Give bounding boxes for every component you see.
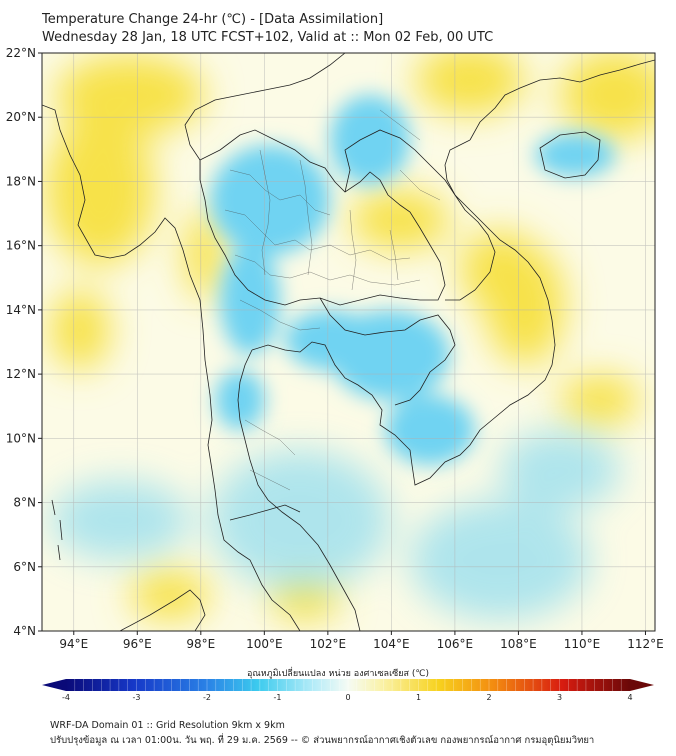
update-credit: ปรับปรุงข้อมูล ณ เวลา 01:00น. วัน พฤ. ที… [50,735,595,746]
cambodia-border [319,297,456,406]
malaysia-border [229,504,301,521]
lon-tick-label: 104°E [373,637,410,651]
colorbar-tick-label: -4 [62,693,70,702]
china-coast [469,59,655,141]
lon-tick-label: 108°E [500,637,537,651]
map-title: Temperature Change 24-hr (℃) - [Data Ass… [42,12,384,27]
thailand-border [199,129,446,306]
colorbar-tick-label: 0 [345,693,350,702]
lon-tick-label: 106°E [437,637,474,651]
lon-tick-label: 94°E [59,637,88,651]
colorbar: -4 -3 -2 -1 0 1 2 3 4 [42,679,654,702]
lon-tick-label: 112°E [627,637,664,651]
latitude-axis: 22°N 20°N 18°N 16°N 14°N 12°N 10°N 8°N 6°N 4°N [6,46,42,638]
gulf-of-thailand [251,139,556,486]
colorbar-min-arrow [42,679,66,691]
colorbar-labels: -4 -3 -2 -1 0 1 2 3 4 [62,693,633,702]
lat-tick-label: 10°N [6,431,36,445]
map-frame [41,52,656,632]
lat-tick-label: 4°N [13,624,36,638]
lon-tick-label: 100°E [246,637,283,651]
colorbar-title: อุณหภูมิเปลี่ยนแปลง หน่วย องศาเซลเซียส (… [246,669,430,679]
coastlines-borders [42,53,655,631]
temperature-field [42,53,655,631]
longitude-axis: 94°E 96°E 98°E 100°E 102°E 104°E 106°E 108°E 110… [59,631,664,651]
colorbar-ticks [74,679,622,691]
myanmar-coast [42,104,216,491]
lat-tick-label: 16°N [6,239,36,253]
colorbar-tick-label: 3 [557,693,562,702]
light-cool-areas [50,430,620,620]
lat-tick-label: 6°N [13,560,36,574]
colorbar-tick-label: -1 [274,693,282,702]
lon-tick-label: 110°E [564,637,601,651]
lat-tick-label: 8°N [13,496,36,510]
graticule [42,53,655,631]
province-boundaries [224,109,441,491]
colorbar-tick-label: 2 [486,693,491,702]
lat-tick-label: 18°N [6,174,36,188]
colorbar-tick-label: 1 [416,693,421,702]
peninsula-east-coast [237,349,361,631]
sumatra-coast [119,589,206,631]
lon-tick-label: 102°E [310,637,347,651]
lat-tick-label: 22°N [6,46,36,60]
model-info: WRF-DA Domain 01 :: Grid Resolution 9km … [50,720,285,731]
map-subtitle: Wednesday 28 Jan, 18 UTC FCST+102, Valid… [42,30,494,45]
myanmar-north-border [184,53,346,161]
lat-tick-label: 14°N [6,303,36,317]
laos-border [344,129,496,301]
peninsula-west-coast [214,489,301,631]
lat-tick-label: 20°N [6,110,36,124]
lon-tick-label: 98°E [186,637,215,651]
andaman-islands [51,499,63,561]
lon-tick-label: 96°E [123,637,152,651]
hainan-island [539,131,601,179]
colorbar-max-arrow [630,679,654,691]
colorbar-tick-label: 4 [627,693,632,702]
lat-tick-label: 12°N [6,367,36,381]
colorbar-tick-label: -3 [133,693,141,702]
colorbar-tick-label: -2 [203,693,211,702]
